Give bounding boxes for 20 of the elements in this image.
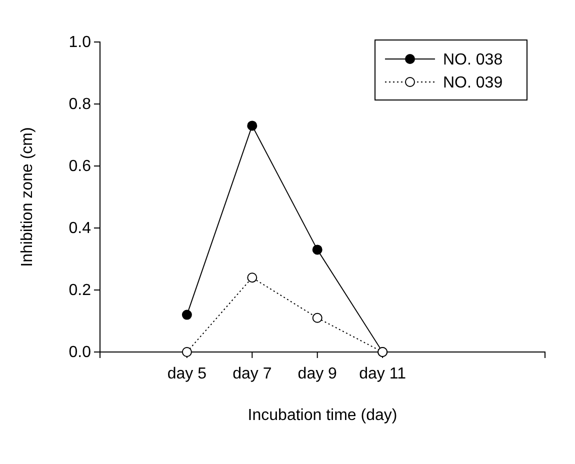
- point: [247, 272, 258, 283]
- point: [312, 312, 322, 323]
- y-tick-label: 1.0: [68, 34, 92, 52]
- y-tick-label: 0.6: [68, 158, 92, 176]
- x-tick-label: day 11: [359, 366, 406, 383]
- y-tick-label: 0.8: [68, 96, 92, 114]
- legend-label: NO. 038: [443, 52, 503, 68]
- x-axis-title: Incubation time (day): [248, 407, 398, 424]
- point: [182, 347, 192, 357]
- x-tick-label: day 9: [298, 366, 338, 383]
- y-tick-label: 0.4: [68, 220, 92, 238]
- point: [182, 310, 192, 320]
- x-tick-label: day 5: [167, 366, 207, 383]
- y-axis-title: Inhibition zone (cm): [19, 127, 36, 267]
- point: [312, 244, 322, 255]
- point: [247, 120, 258, 131]
- x-tick-label: day 7: [232, 366, 272, 383]
- y-tick-label: 0.2: [68, 282, 92, 300]
- legend-label: NO. 039: [443, 74, 503, 92]
- y-tick-label: 0.0: [68, 344, 92, 362]
